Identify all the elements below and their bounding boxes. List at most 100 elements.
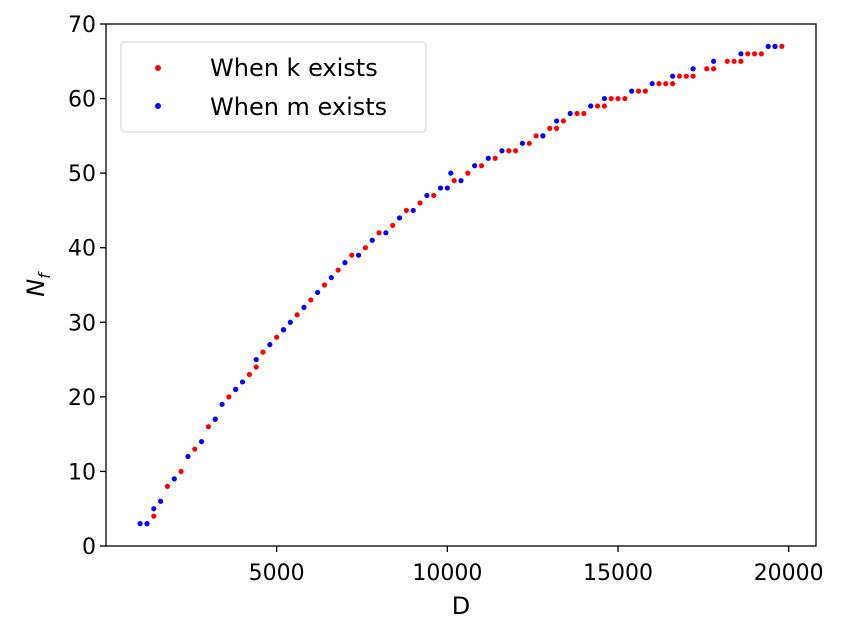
data-point [280,327,287,333]
data-point [458,178,464,184]
data-point [158,498,164,504]
data-point [383,230,389,236]
data-point [335,267,341,273]
data-point [751,51,758,57]
data-point [301,304,307,310]
data-point [553,118,560,124]
data-point [287,319,293,325]
legend-marker-m [155,103,161,109]
legend-label-k: When k exists [210,54,378,82]
data-point [601,103,607,109]
data-point [594,103,601,109]
data-point [710,58,717,64]
points-layer [137,43,785,527]
data-point [192,446,198,452]
data-point [547,125,553,131]
data-point [315,289,321,296]
data-point [745,51,751,57]
data-point [328,274,334,281]
data-point [294,312,300,318]
y-tick-label: 10 [68,460,96,485]
y-tick-label: 60 [68,88,96,113]
data-point [670,81,676,87]
data-point [417,200,423,206]
data-point [253,356,259,363]
x-tick-label: 20000 [754,561,824,586]
data-point [519,140,526,146]
data-point [608,95,614,102]
data-point [670,73,676,79]
data-point [663,81,669,87]
data-point [355,252,362,258]
data-point [567,110,573,117]
data-point [526,140,532,146]
data-point [690,73,696,79]
data-point [533,133,539,139]
data-point [615,95,621,102]
data-point [513,148,519,154]
data-point [233,386,239,392]
data-point [444,185,450,191]
data-point [219,401,225,407]
x-tick-label: 5000 [249,561,305,586]
y-tick-label: 30 [68,311,96,336]
data-point [253,364,259,370]
data-point [171,476,177,482]
data-point [506,148,512,154]
data-point [724,58,730,64]
y-tick-label: 50 [68,162,96,187]
data-point [642,88,648,94]
x-axis-ticks: 5000 10000 15000 20000 [249,546,824,586]
data-point [738,51,744,57]
data-point [656,81,662,87]
data-point [629,88,635,94]
data-point [478,163,485,169]
x-tick-label: 15000 [583,561,653,586]
data-point [772,43,778,49]
data-point [410,207,416,214]
data-point [472,163,478,169]
data-point [581,110,587,117]
y-tick-label: 20 [68,386,96,411]
data-point [574,110,580,117]
data-point [198,439,205,445]
data-point [151,513,157,519]
legend-marker-k [155,65,161,71]
y-tick-label: 70 [68,13,96,38]
data-point [212,416,218,422]
data-point [540,133,546,139]
data-point [226,394,232,400]
data-point [403,207,409,214]
data-point [151,506,157,512]
data-point [349,252,355,258]
data-point [239,379,246,385]
legend: When k exists When m exists [120,41,427,133]
data-point [205,424,212,430]
y-axis-label: Nf [22,271,54,297]
x-axis-label: D [452,592,470,620]
data-point [267,342,273,348]
data-point [144,521,150,527]
data-point [396,215,403,221]
data-point [492,155,498,161]
data-point [758,51,764,57]
data-point [246,371,252,378]
data-point [465,170,471,176]
data-point [321,282,328,288]
data-point [499,148,505,154]
x-tick-label: 10000 [412,561,482,586]
data-point [362,245,369,251]
data-point [485,155,491,161]
data-point [260,349,266,355]
series-1 [137,43,778,527]
data-point [710,66,717,72]
data-point [164,483,171,489]
data-point [676,73,683,79]
data-point [390,222,396,228]
data-point [185,453,191,460]
data-point [690,66,696,72]
data-point [704,66,710,72]
legend-label-m: When m exists [210,93,387,121]
data-point [437,185,444,191]
